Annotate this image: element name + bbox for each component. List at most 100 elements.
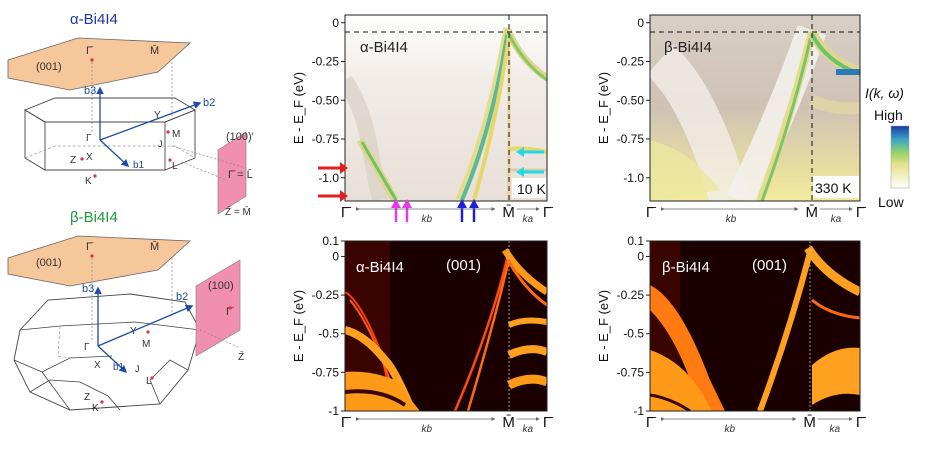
alpha-b1-vector [99,139,130,168]
alpha-100p-label: (100)′ [226,131,254,143]
alpha-prism-body [24,109,196,171]
beta-pt-y: Y [130,326,137,337]
beta-pt-z: Z [84,392,90,403]
beta-m-bar-top: M̄ [150,240,159,253]
arpes-beta-ka-label: ka [831,214,842,225]
panel-alpha-arpes: α-Bi4I4 10 K [318,14,548,222]
calc-beta-ytick-label: -0.25 [617,288,645,302]
arpes-beta-kb-label: kb [726,214,737,225]
alpha-bz-title: α-Bi4I4 [70,11,118,28]
panel-beta-arpes: β-Bi4I4 330 K [649,14,861,202]
calc-beta-ytick-label: 0.1 [627,234,644,248]
beta-b1-vector [97,345,128,374]
alpha-proj-100 [171,145,247,169]
alpha-pt-m: M [172,129,180,140]
arpes-beta-ytick-label: -0.75 [617,132,645,146]
alpha-001-label: (001) [36,61,62,73]
axes-layer: 0-0.25-0.50-0.75-1.0E - E_F (eV)Γ̄ M̄ Γ̄kb… [291,16,866,435]
calc-alpha-ytick-label: 0 [332,249,339,263]
calc-alpha-ytick-label: -0.75 [312,365,340,379]
beta-calc-label: β-Bi4I4 [662,259,710,276]
arpes-alpha-ytick-label: 0 [332,16,339,30]
arpes-beta-ytick-label: 0 [637,16,644,30]
alpha-z-dot [80,157,84,161]
alpha-magenta-arrows [391,199,412,222]
calc-beta-ka-label: ka [830,424,841,435]
arpes-alpha-ka-label: ka [523,214,534,225]
beta-arpes-label: β-Bi4I4 [664,39,712,56]
arpes-alpha-ytick-label: -0.75 [312,132,340,146]
beta-gamma-bar-top: Γ̄ [86,241,94,253]
alpha-l-dot [168,158,172,162]
alpha-001-plane [7,37,191,91]
arpes-beta-ylabel: E - E_F (eV) [596,72,611,144]
alpha-red-arrowhead-1 [340,162,348,174]
beta-bz-diagram: β-Bi4I4 (001) Γ̄ M̄ b3 b2 b1 Γ Y M X J L… [7,209,244,414]
calc-beta-ytick-label: -1 [633,404,644,418]
alpha-calc-frame [344,240,548,412]
beta-bz-hidden [57,325,71,359]
beta-gamma-bar-dot [90,254,94,258]
beta-100-plane [195,259,241,357]
calc-beta-ytick-label: 0 [637,249,644,263]
panel-beta-calc: β-Bi4I4 (001) [649,240,861,412]
alpha-k-dot [93,174,97,178]
arpes-beta-xpoint: Γ̄ [646,204,656,221]
alpha-gamma-bar-dot [90,58,94,62]
calc-beta-ytick-label: -0.5 [623,327,644,341]
alpha-bz-diagram: α-Bi4I4 (001) Γ̄ M̄ b3 b2 b1 Γ Y M J Z X… [7,11,254,218]
beta-l-dot [150,376,154,380]
beta-pt-x: X [94,360,101,371]
alpha-m-dot [166,130,170,134]
calc-beta-kb-label: kb [725,424,736,435]
alpha-arpes-label: α-Bi4I4 [360,39,408,56]
beta-pt-m: M [142,339,150,350]
beta-100-z: Z̄ [238,350,244,363]
calc-beta-xpoint: M̄ [803,414,816,431]
beta-pt-k: K [92,403,99,414]
alpha-blue-arrows [457,199,479,222]
alpha-z-eq-m: Z̄ = M̄ [225,205,251,218]
calc-alpha-ka-label: ka [523,424,534,435]
colorbar-low-label: Low [878,194,905,210]
calc-alpha-xpoint: Γ̄ [543,414,553,431]
alpha-100p-plane [217,131,247,215]
arpes-beta-ytick-label: -0.25 [617,55,645,69]
alpha-pt-k: K [85,176,92,187]
beta-temp-box [813,176,859,198]
alpha-red-arrowhead-2 [340,190,348,202]
calc-beta-ytick-label: -0.75 [617,365,645,379]
beta-arpes-frame [649,14,861,202]
alpha-temp-box [512,178,546,198]
beta-calc-bands [650,241,860,411]
alpha-pt-j: J [158,139,163,149]
beta-bz-title: β-Bi4I4 [70,209,118,226]
arpes-alpha-xpoint: Γ̄ [341,204,351,221]
alpha-gamma-bar-top: Γ̄ [86,45,94,57]
beta-100-gamma-dot [228,306,232,310]
alpha-pt-x: X [86,152,93,163]
calc-beta-xpoint: Γ̄ [646,414,656,431]
alpha-pt-l: L [172,161,178,172]
arpes-alpha-ytick-label: -1.0 [318,171,339,185]
beta-b1-label: b1 [113,362,125,373]
arpes-beta-ytick-label: -0.50 [617,93,645,107]
calc-alpha-ylabel: E - E_F (eV) [291,290,306,362]
alpha-pt-z: Z [70,155,76,166]
arpes-alpha-xpoint: Γ̄ [543,204,553,221]
arpes-alpha-xpoint: M̄ [502,204,515,221]
alpha-prism-hidden [24,145,196,159]
alpha-calc-surface: (001) [446,257,481,274]
beta-pt-j: J [135,364,140,374]
calc-beta-ylabel: E - E_F (eV) [596,290,611,362]
calc-beta-xpoint: Γ̄ [856,414,866,431]
alpha-b1-label: b1 [133,160,145,171]
beta-001-plane [7,235,191,287]
arpes-alpha-ytick-label: -0.50 [312,93,340,107]
beta-calc-frame [649,240,861,412]
beta-b2-vector [97,304,194,347]
calc-alpha-xpoint: Γ̄ [341,414,351,431]
calc-alpha-kb-label: kb [422,424,433,435]
alpha-cyan-arrowhead-1 [516,147,524,157]
arpes-alpha-ytick-label: -0.25 [312,55,340,69]
